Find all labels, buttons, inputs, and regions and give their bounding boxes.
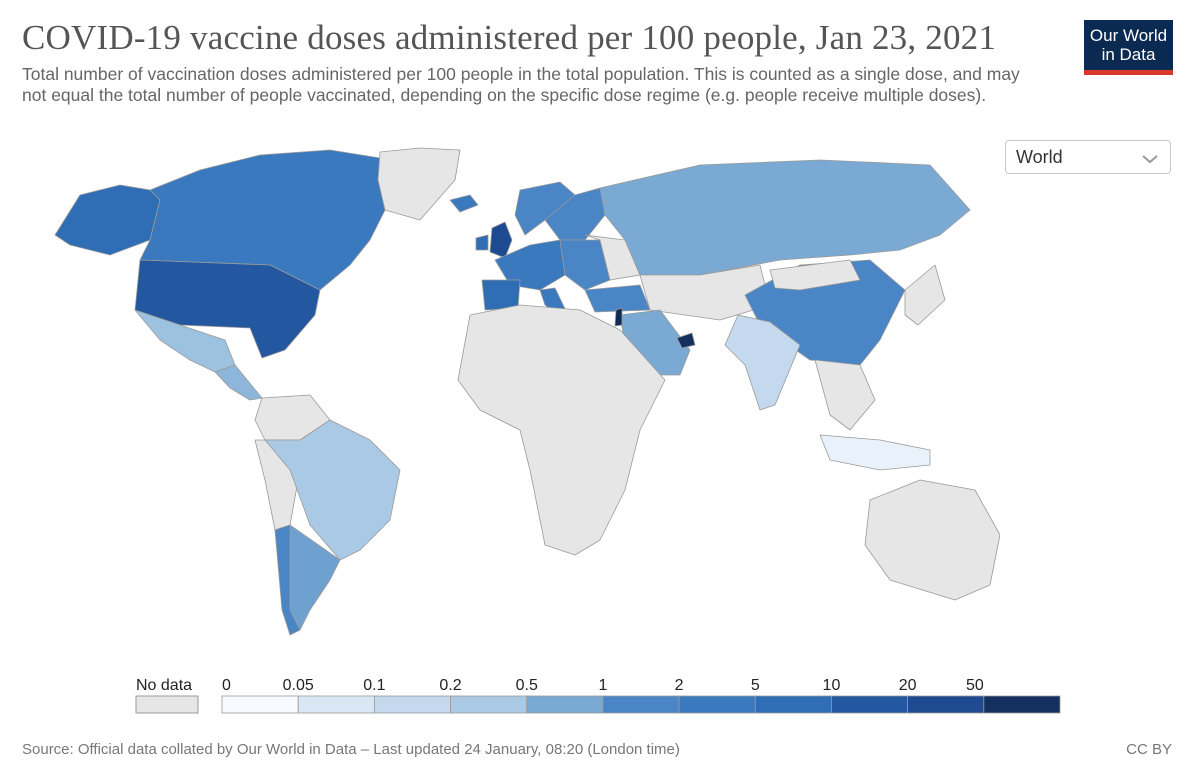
- region-mongolia[interactable]: [769, 259, 861, 291]
- region-ireland[interactable]: [475, 234, 489, 251]
- legend-bin: [450, 695, 528, 714]
- region-alaska[interactable]: [54, 184, 161, 256]
- region-indonesia[interactable]: [819, 434, 931, 471]
- region-japan-korea[interactable]: [904, 264, 946, 326]
- region-india[interactable]: [724, 314, 801, 411]
- owid-logo[interactable]: Our World in Data: [1084, 20, 1173, 75]
- legend-bin: [754, 695, 832, 714]
- region-africa[interactable]: [457, 304, 666, 556]
- region-chile[interactable]: [274, 524, 301, 636]
- legend-bin: [831, 695, 909, 714]
- legend-tick-label: 2: [675, 677, 684, 694]
- legend-bin: [373, 695, 451, 714]
- logo-line-1: Our World: [1089, 26, 1168, 45]
- map-legend: No data 0 0.05 0.1 0.2 0.5 1 2 5 10 20 50: [135, 677, 1061, 714]
- region-canada[interactable]: [139, 149, 391, 291]
- legend-tick-label: 10: [823, 677, 841, 694]
- chart-title: COVID-19 vaccine doses administered per …: [22, 18, 997, 57]
- legend-bin: [297, 695, 375, 714]
- region-ukraine-belarus[interactable]: [584, 234, 641, 281]
- region-central-america[interactable]: [214, 364, 263, 401]
- region-eastern-europe[interactable]: [559, 239, 611, 291]
- legend-bin: [678, 695, 756, 714]
- chart-subtitle: Total number of vaccination doses admini…: [22, 64, 1020, 105]
- license-link[interactable]: CC BY: [1126, 741, 1172, 758]
- region-united-kingdom[interactable]: [489, 221, 513, 259]
- chevron-down-icon: [1140, 150, 1160, 171]
- legend-tick-label: 50: [966, 677, 984, 694]
- legend-bin: [221, 695, 299, 714]
- legend-bin: [983, 695, 1061, 714]
- region-turkey[interactable]: [584, 284, 651, 313]
- legend-tick-label: 5: [751, 677, 760, 694]
- region-greenland[interactable]: [377, 147, 461, 221]
- legend-bin: [907, 695, 985, 714]
- legend-no-data-label: No data: [136, 677, 192, 694]
- legend-tick-label: 0: [222, 677, 231, 694]
- source-note: Source: Official data collated by Our Wo…: [22, 741, 680, 758]
- legend-bin: [526, 695, 604, 714]
- legend-tick-label: 1: [598, 677, 607, 694]
- region-australia[interactable]: [864, 479, 1000, 601]
- legend-tick-label: 0.2: [439, 677, 461, 694]
- legend-tick-label: 0.5: [516, 677, 538, 694]
- region-select-value: World: [1016, 146, 1063, 167]
- region-spain-portugal[interactable]: [481, 279, 521, 311]
- region-russia[interactable]: [599, 159, 971, 276]
- legend-bin: [602, 695, 680, 714]
- world-map[interactable]: [0, 140, 1000, 640]
- region-iceland[interactable]: [449, 194, 479, 213]
- region-select[interactable]: World: [1005, 140, 1171, 174]
- legend-tick-label: 0.05: [283, 677, 314, 694]
- region-brazil[interactable]: [264, 419, 401, 561]
- logo-line-2: in Data: [1101, 45, 1156, 64]
- region-uae[interactable]: [676, 332, 696, 349]
- legend-tick-label: 0.1: [363, 677, 385, 694]
- region-southeast-asia[interactable]: [814, 359, 876, 431]
- legend-tick-label: 20: [899, 677, 917, 694]
- legend-no-data-swatch: [135, 695, 199, 714]
- region-israel[interactable]: [614, 307, 623, 327]
